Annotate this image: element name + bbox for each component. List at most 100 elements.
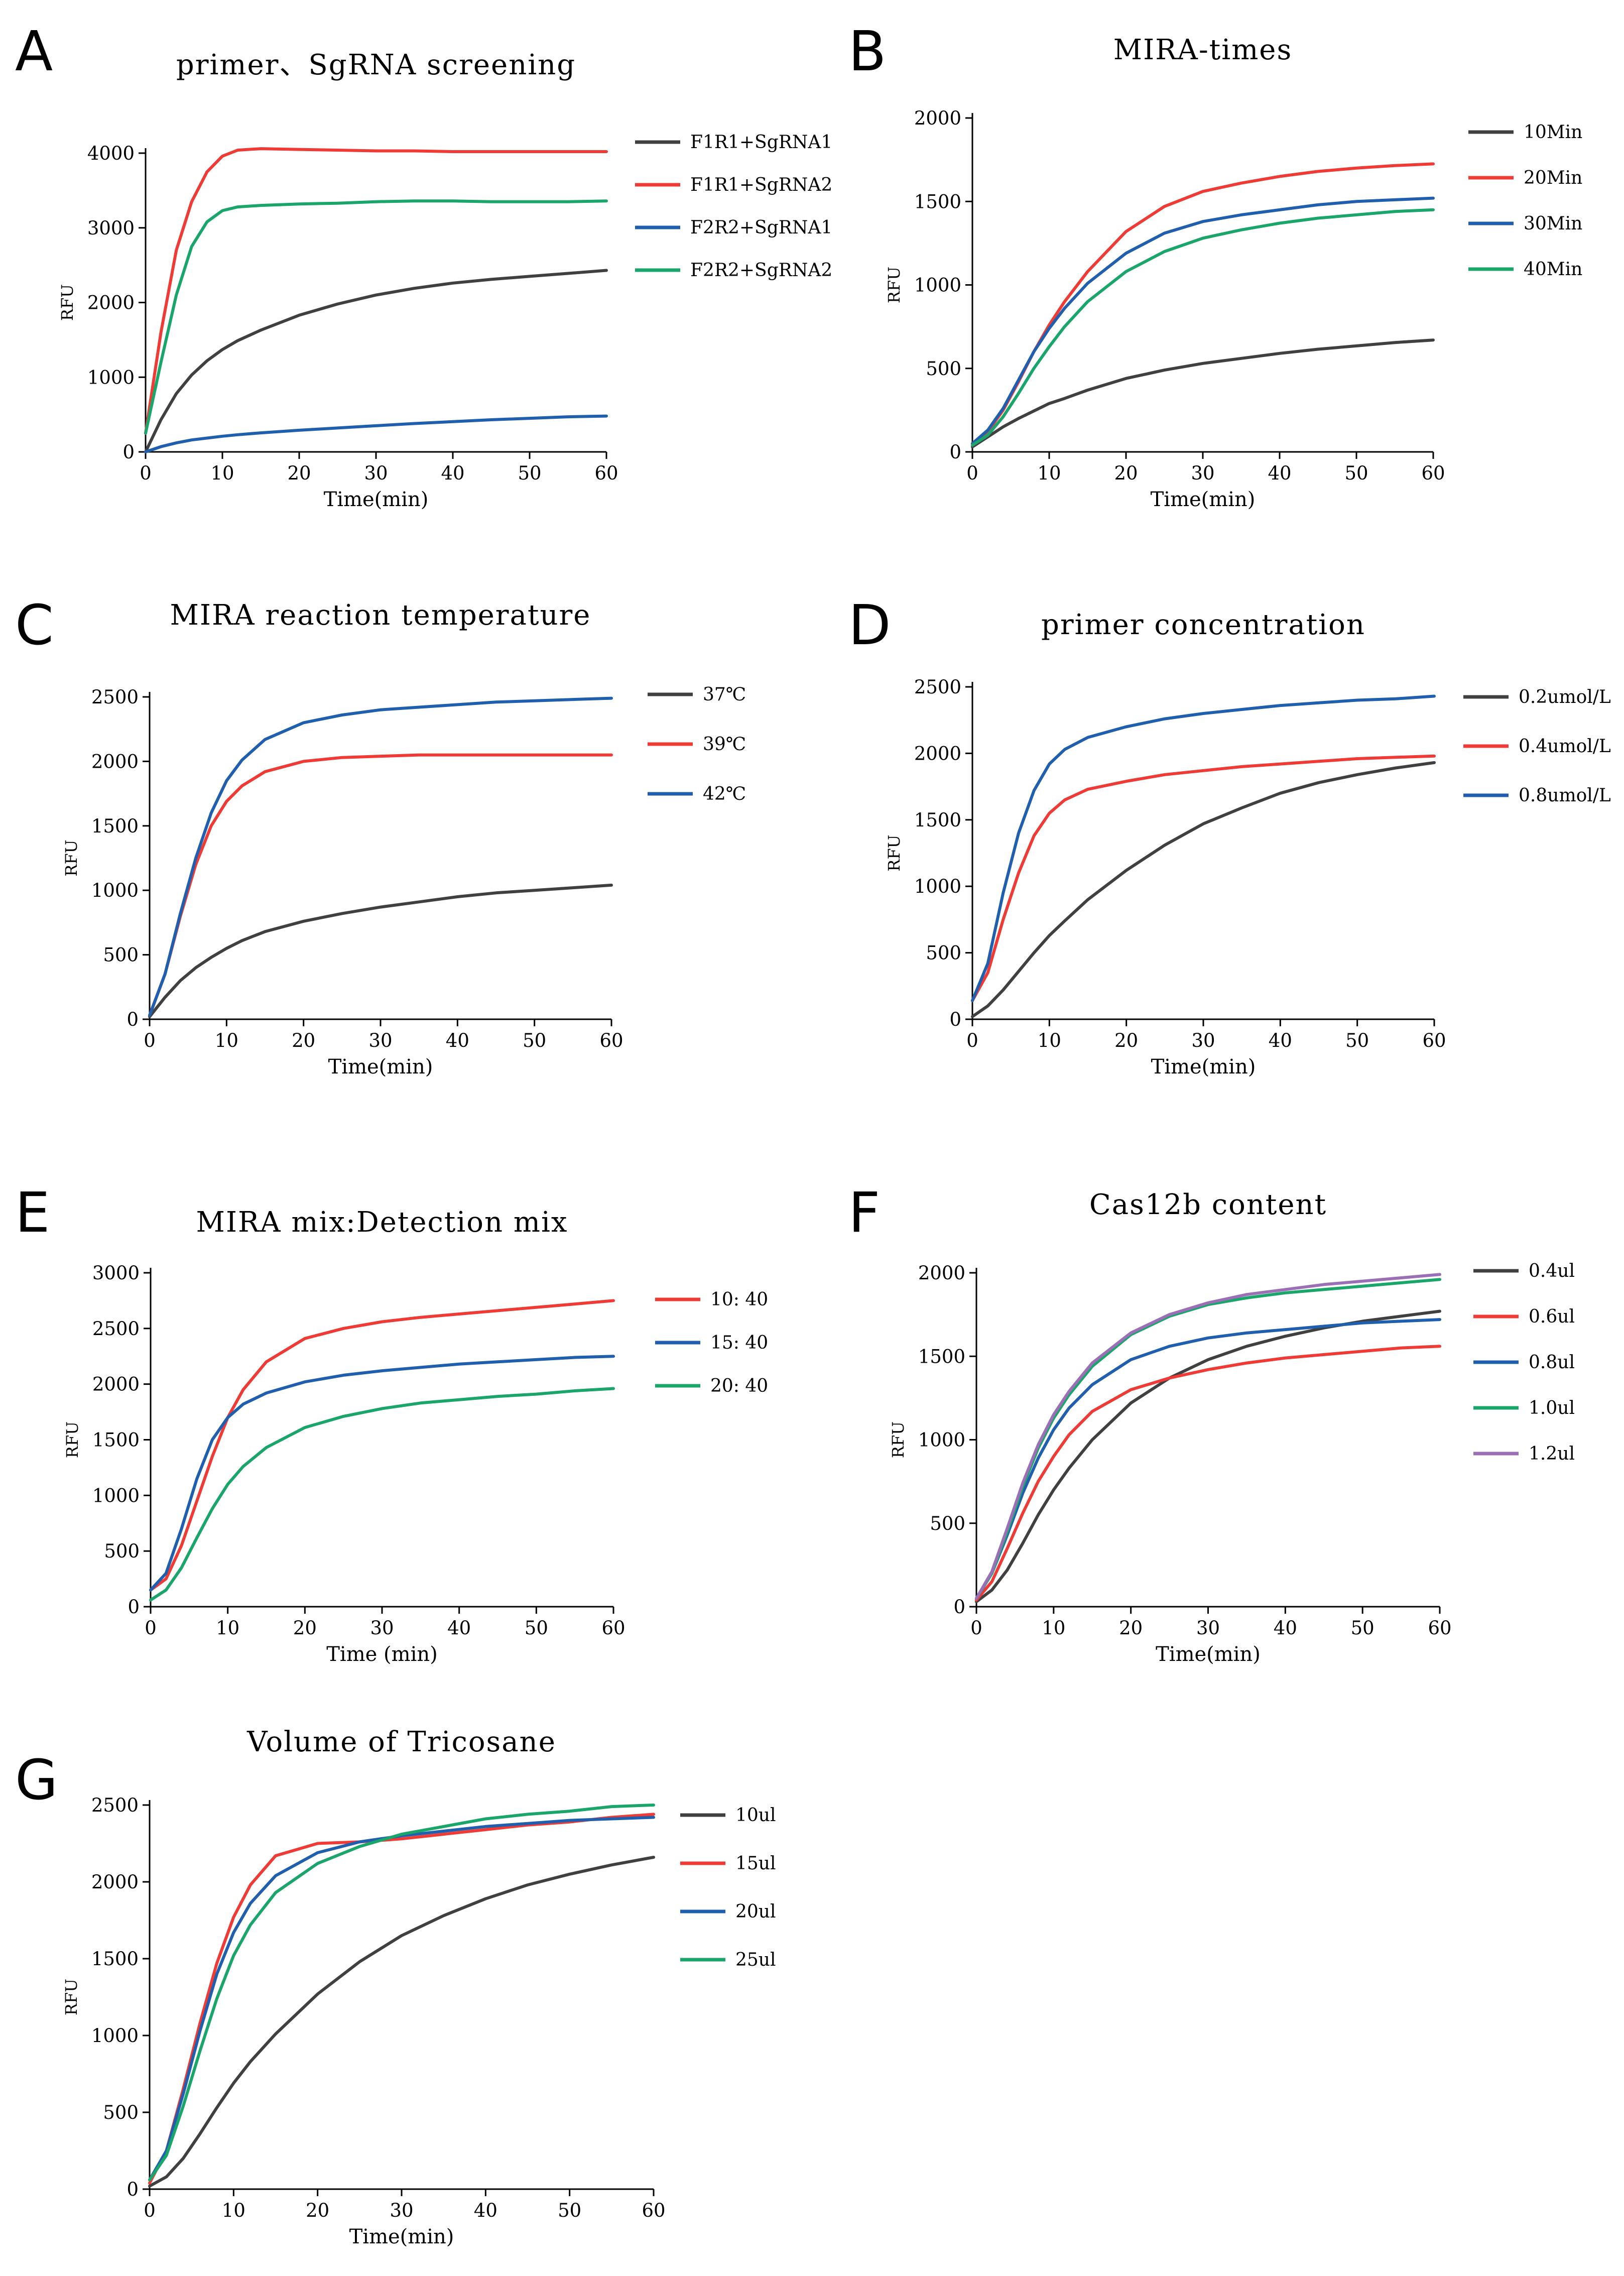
series-line-0 [971, 338, 1435, 448]
y-axis-label: RFU [63, 1421, 82, 1458]
chart-title: MIRA mix:Detection mix [196, 1206, 568, 1239]
x-tick-label: 10 [215, 1030, 238, 1051]
y-tick-label: 2000 [92, 1374, 140, 1395]
legend-label: 25ul [735, 1950, 776, 1970]
y-tick-label: 2500 [914, 676, 961, 698]
y-tick-label: 1000 [92, 1485, 140, 1506]
series-line-0 [975, 1309, 1441, 1603]
x-tick-label: 40 [446, 1030, 469, 1051]
panel-letter: F [848, 1180, 880, 1245]
y-tick-label: 2000 [91, 1871, 139, 1893]
y-tick-label: 1500 [91, 815, 139, 837]
legend-label: 20ul [735, 1901, 776, 1922]
y-tick-label: 0 [953, 1596, 965, 1618]
y-tick-label: 2000 [914, 743, 961, 764]
y-axis-label: RFU [58, 284, 77, 321]
y-tick-label: 2000 [914, 107, 961, 129]
x-tick-label: 50 [1351, 1617, 1375, 1639]
series-line-3 [971, 208, 1435, 447]
y-tick-label: 2500 [91, 686, 139, 708]
x-tick-label: 10 [222, 2200, 245, 2221]
y-tick-label: 3000 [92, 1262, 140, 1284]
panel-f: F Cas12b content 0 10 20 30 40 50 60 0 500 1000 1500… [848, 1180, 1575, 1666]
x-tick-label: 0 [966, 462, 978, 484]
x-tick-label: 40 [447, 1617, 471, 1639]
legend-label: 30Min [1524, 213, 1582, 234]
y-axis-label: RFU [62, 1979, 81, 2015]
x-tick-label: 30 [370, 1617, 394, 1639]
y-tick-label: 0 [122, 441, 135, 463]
x-tick-label: 30 [1196, 1617, 1220, 1639]
y-tick-label: 1000 [91, 880, 139, 901]
y-tick-label: 1500 [91, 1948, 139, 1970]
x-tick-label: 10 [216, 1617, 239, 1639]
panel-letter: G [15, 1748, 58, 1812]
y-tick-label: 1000 [91, 2025, 139, 2047]
y-tick-label: 2500 [91, 1794, 139, 1816]
panel-b: B MIRA-times 0 10 20 30 40 50 60 0 500 1000 1500 2000… [848, 19, 1582, 511]
y-tick-label: 4000 [87, 143, 135, 164]
series-line-1 [149, 1355, 615, 1592]
x-tick-label: 50 [558, 2200, 581, 2221]
legend-label: 10ul [735, 1805, 776, 1826]
y-axis-label: RFU [62, 840, 81, 876]
series-line-2 [144, 414, 608, 453]
x-axis-label: Time (min) [326, 1643, 437, 1666]
x-tick-label: 40 [1269, 1030, 1292, 1051]
series-line-3 [148, 1804, 655, 2182]
legend-label: 15: 40 [710, 1333, 768, 1353]
series-line-0 [148, 1856, 655, 2188]
x-tick-label: 60 [642, 2200, 665, 2221]
legend-label: F1R1+SgRNA1 [690, 132, 832, 153]
series-line-1 [148, 1813, 655, 2185]
y-tick-label: 500 [926, 358, 961, 380]
y-tick-label: 1500 [92, 1429, 140, 1451]
legend-label: 0.8umol/L [1519, 785, 1611, 806]
panel-letter: A [15, 19, 53, 83]
chart-title: Cas12b content [1089, 1188, 1327, 1221]
panel-c: C MIRA reaction temperature 0 10 20 30 40 50 60 0… [15, 593, 746, 1079]
panel-letter: D [848, 593, 891, 657]
legend-label: 0.6ul [1529, 1306, 1575, 1327]
series-line-0 [971, 761, 1436, 1018]
series-line-2 [971, 196, 1435, 445]
legend-label: 1.0ul [1529, 1398, 1575, 1418]
legend-label: 10Min [1524, 122, 1582, 143]
x-axis-label: Time(min) [349, 2225, 454, 2248]
y-tick-label: 0 [127, 2179, 139, 2200]
x-tick-label: 60 [1422, 1030, 1446, 1051]
x-tick-label: 10 [210, 462, 234, 484]
legend-label: F1R1+SgRNA2 [690, 175, 832, 195]
legend-label: 0.4umol/L [1519, 736, 1611, 757]
x-tick-label: 0 [140, 462, 152, 484]
y-tick-label: 1000 [914, 876, 961, 897]
y-tick-label: 1500 [918, 1346, 965, 1367]
x-tick-label: 30 [368, 1030, 392, 1051]
x-tick-label: 40 [1268, 462, 1291, 484]
x-axis-label: Time(min) [328, 1055, 433, 1079]
x-tick-label: 10 [1037, 462, 1061, 484]
y-tick-label: 3000 [87, 217, 135, 239]
legend-label: 20: 40 [710, 1376, 768, 1396]
chart-title: primer concentration [1041, 609, 1365, 641]
y-tick-label: 500 [926, 942, 961, 964]
x-tick-label: 20 [306, 2200, 329, 2221]
x-tick-label: 20 [1114, 1030, 1138, 1051]
series-line-0 [144, 269, 608, 453]
x-tick-label: 40 [1274, 1617, 1297, 1639]
series-line-1 [971, 162, 1435, 445]
y-axis-label: RFU [885, 834, 904, 871]
panel-letter: E [15, 1180, 50, 1245]
legend-label: 15ul [735, 1853, 776, 1874]
y-tick-label: 1000 [918, 1429, 965, 1451]
y-tick-label: 1500 [914, 809, 961, 831]
y-tick-label: 2000 [87, 292, 135, 314]
y-tick-label: 1000 [914, 275, 961, 296]
series-line-1 [971, 754, 1436, 1002]
legend-label: 37℃ [703, 684, 746, 705]
x-axis-label: Time(min) [1151, 488, 1256, 511]
legend-label: 39℃ [703, 734, 746, 755]
series-line-3 [144, 199, 608, 435]
x-tick-label: 0 [144, 2200, 156, 2221]
